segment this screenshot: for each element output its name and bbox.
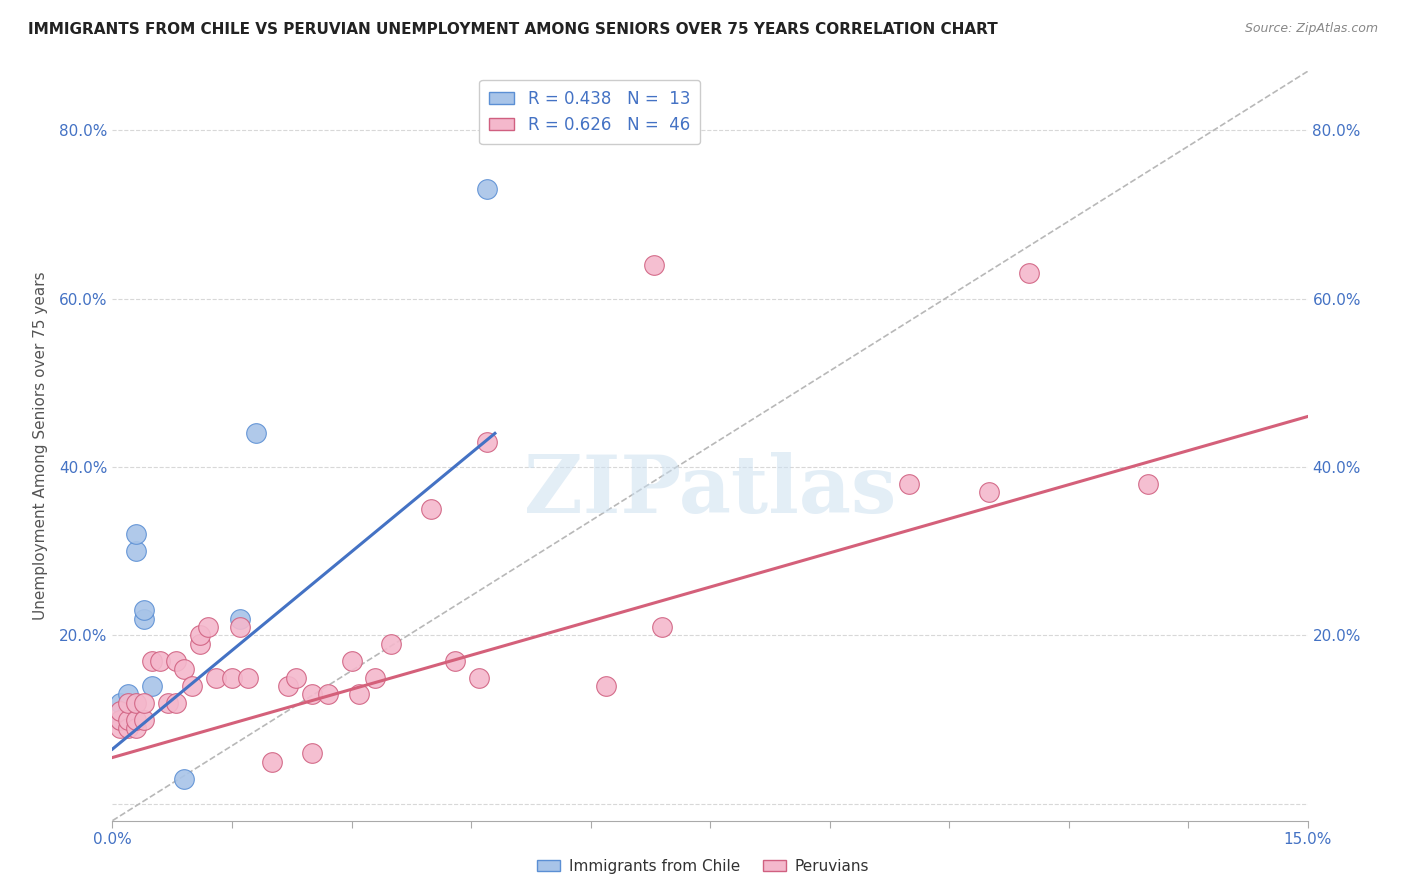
Point <box>134 696 156 710</box>
Point <box>468 671 491 685</box>
Point <box>475 434 498 449</box>
Point <box>188 628 211 642</box>
Point <box>197 620 219 634</box>
Point <box>643 258 665 272</box>
Point <box>349 687 371 701</box>
Point <box>117 713 139 727</box>
Point <box>188 637 211 651</box>
Point <box>898 476 921 491</box>
Point <box>181 679 204 693</box>
Point <box>595 679 617 693</box>
Point <box>236 671 259 685</box>
Point <box>260 755 283 769</box>
Point <box>444 654 467 668</box>
Point <box>316 687 339 701</box>
Point <box>301 746 323 760</box>
Point <box>110 713 132 727</box>
Legend: Immigrants from Chile, Peruvians: Immigrants from Chile, Peruvians <box>530 853 876 880</box>
Point <box>364 671 387 685</box>
Point <box>173 662 195 676</box>
Point <box>229 620 252 634</box>
Point <box>125 544 148 558</box>
Text: ZIPatlas: ZIPatlas <box>524 452 896 530</box>
Point <box>125 721 148 735</box>
Point <box>173 772 195 786</box>
Point <box>125 713 148 727</box>
Point <box>117 704 139 718</box>
Point <box>110 696 132 710</box>
Point <box>117 696 139 710</box>
Point <box>1018 267 1040 281</box>
Point <box>229 611 252 625</box>
Point <box>110 704 132 718</box>
Y-axis label: Unemployment Among Seniors over 75 years: Unemployment Among Seniors over 75 years <box>32 272 48 620</box>
Text: IMMIGRANTS FROM CHILE VS PERUVIAN UNEMPLOYMENT AMONG SENIORS OVER 75 YEARS CORRE: IMMIGRANTS FROM CHILE VS PERUVIAN UNEMPL… <box>28 22 998 37</box>
Point <box>340 654 363 668</box>
Point <box>125 696 148 710</box>
Point <box>977 485 1000 500</box>
Point <box>134 713 156 727</box>
Point <box>165 654 187 668</box>
Point <box>1137 476 1160 491</box>
Point <box>134 603 156 617</box>
Point <box>380 637 402 651</box>
Point <box>110 713 132 727</box>
Point <box>117 687 139 701</box>
Point <box>301 687 323 701</box>
Point <box>284 671 307 685</box>
Point <box>277 679 299 693</box>
Point <box>141 654 163 668</box>
Point <box>149 654 172 668</box>
Text: Source: ZipAtlas.com: Source: ZipAtlas.com <box>1244 22 1378 36</box>
Point <box>134 611 156 625</box>
Point <box>245 426 267 441</box>
Point <box>475 182 498 196</box>
Point <box>165 696 187 710</box>
Point <box>141 679 163 693</box>
Point <box>221 671 243 685</box>
Point <box>157 696 180 710</box>
Point <box>205 671 228 685</box>
Point <box>125 527 148 541</box>
Point <box>110 721 132 735</box>
Point <box>651 620 673 634</box>
Point <box>117 721 139 735</box>
Legend: R = 0.438   N =  13, R = 0.626   N =  46: R = 0.438 N = 13, R = 0.626 N = 46 <box>479 79 700 144</box>
Point <box>420 502 443 516</box>
